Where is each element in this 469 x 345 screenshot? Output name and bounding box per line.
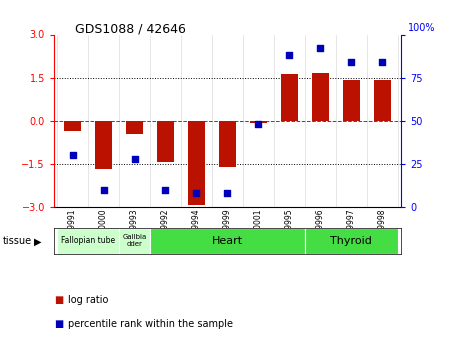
Bar xyxy=(219,121,236,167)
Bar xyxy=(188,121,205,205)
Point xyxy=(286,52,293,58)
Text: GDS1088 / 42646: GDS1088 / 42646 xyxy=(75,22,186,36)
Text: Fallopian tube: Fallopian tube xyxy=(61,236,115,245)
Text: tissue: tissue xyxy=(2,237,31,246)
Text: ■: ■ xyxy=(54,295,63,305)
Text: 100%: 100% xyxy=(408,23,435,33)
Text: Heart: Heart xyxy=(212,236,243,246)
Text: log ratio: log ratio xyxy=(68,295,108,305)
Text: Gallbla
dder: Gallbla dder xyxy=(122,234,147,247)
Bar xyxy=(126,121,143,134)
Bar xyxy=(57,228,119,254)
Point xyxy=(69,152,76,158)
Bar xyxy=(119,228,150,254)
Bar xyxy=(150,228,305,254)
Point xyxy=(317,46,324,51)
Bar xyxy=(374,80,391,121)
Bar xyxy=(95,121,112,169)
Bar xyxy=(250,121,267,123)
Point xyxy=(193,190,200,196)
Text: Thyroid: Thyroid xyxy=(331,236,372,246)
Point xyxy=(255,121,262,127)
Bar xyxy=(157,121,174,162)
Text: ▶: ▶ xyxy=(34,237,42,246)
Point xyxy=(162,187,169,193)
Bar xyxy=(281,74,298,121)
Text: percentile rank within the sample: percentile rank within the sample xyxy=(68,319,233,329)
Point xyxy=(131,156,138,161)
Text: ■: ■ xyxy=(54,319,63,329)
Point xyxy=(100,187,107,193)
Point xyxy=(224,190,231,196)
Bar xyxy=(343,80,360,121)
Point xyxy=(348,59,355,65)
Bar xyxy=(64,121,81,131)
Bar xyxy=(312,73,329,121)
Point xyxy=(378,59,386,65)
Bar xyxy=(305,228,398,254)
